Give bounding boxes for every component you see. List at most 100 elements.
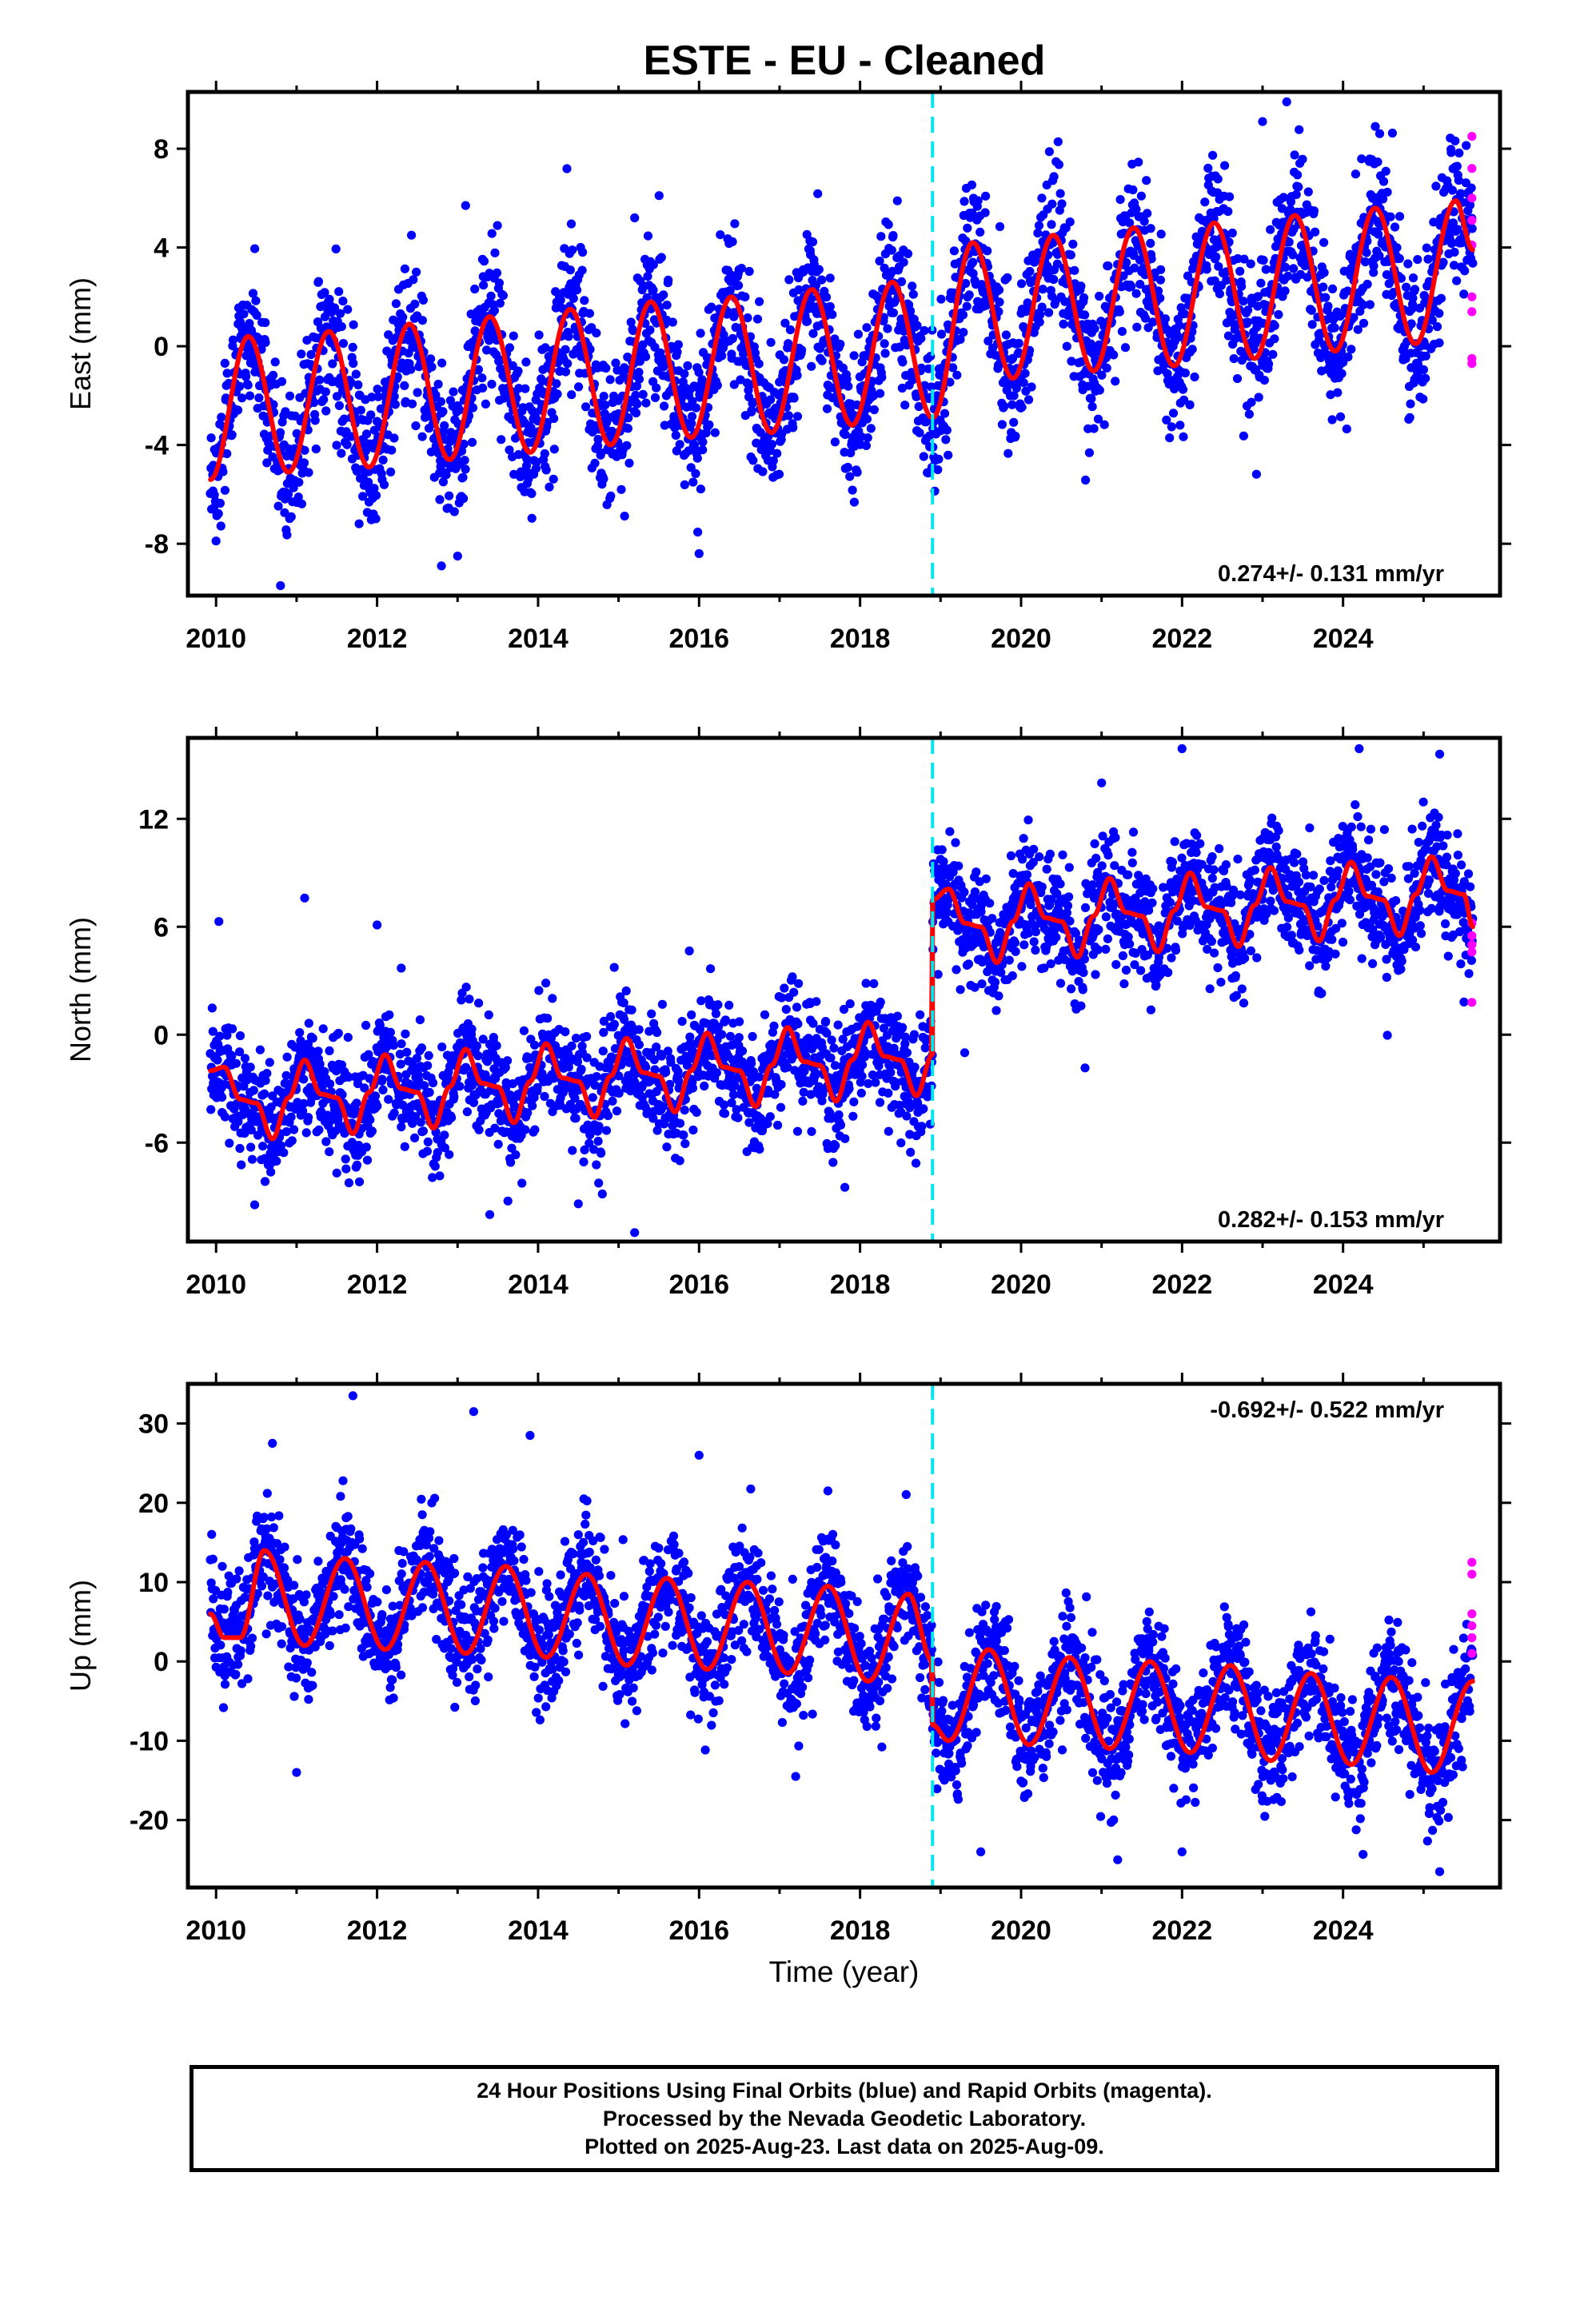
east-data-point	[883, 325, 892, 333]
east-data-point	[1431, 181, 1440, 190]
north-data-point	[469, 1098, 478, 1107]
east-data-point	[1460, 266, 1469, 275]
north-data-point	[528, 1102, 537, 1110]
north-data-point	[309, 1034, 317, 1042]
east-data-point	[1039, 285, 1047, 293]
north-data-point	[517, 1178, 526, 1187]
north-data-point	[334, 1029, 343, 1038]
east-data-point	[622, 441, 631, 450]
north-data-point	[706, 964, 715, 973]
east-data-point	[294, 478, 303, 487]
north-data-point	[916, 1011, 924, 1019]
east-data-point	[1388, 129, 1397, 138]
east-rapid-orbit-point	[1467, 193, 1476, 202]
east-data-point	[803, 317, 812, 325]
north-data-point	[474, 999, 483, 1007]
east-data-point	[565, 332, 573, 341]
north-data-point	[747, 1059, 756, 1068]
north-data-point	[534, 986, 543, 995]
north-data-point	[232, 1059, 241, 1068]
east-data-point	[1453, 161, 1462, 170]
north-data-point	[256, 1046, 265, 1054]
east-data-point	[1017, 279, 1026, 288]
east-data-point	[285, 392, 294, 401]
east-data-point	[880, 339, 889, 348]
east-data-point	[968, 181, 976, 189]
north-data-point	[241, 1054, 249, 1062]
east-data-point	[1446, 148, 1455, 157]
east-data-point	[904, 249, 912, 258]
east-rapid-orbit-point	[1467, 132, 1476, 141]
east-outlier-point	[461, 201, 470, 210]
north-data-point	[735, 1033, 744, 1042]
east-data-point	[373, 385, 382, 393]
north-data-point	[227, 1051, 236, 1060]
north-data-point	[462, 983, 471, 991]
east-data-point	[1009, 418, 1018, 427]
north-data-point	[561, 1027, 569, 1036]
north-data-point	[792, 1003, 801, 1011]
east-outlier-point	[1283, 98, 1291, 106]
north-data-point	[265, 1058, 274, 1066]
east-data-point	[521, 385, 529, 393]
east-data-point	[216, 499, 225, 508]
east-data-point	[624, 459, 633, 468]
east-data-point	[908, 281, 916, 290]
east-data-point	[1308, 320, 1317, 329]
east-x-tick-label: 2014	[508, 624, 569, 654]
north-data-point	[1008, 971, 1017, 980]
north-data-point	[258, 1142, 267, 1150]
east-data-point	[1434, 309, 1443, 317]
east-data-point	[541, 449, 549, 458]
east-data-point	[900, 401, 909, 409]
east-data-point	[287, 512, 296, 521]
east-data-point	[981, 192, 990, 201]
east-data-point	[237, 393, 246, 402]
east-rapid-orbit-point	[1467, 216, 1476, 225]
north-data-point	[225, 1138, 233, 1147]
east-data-point	[449, 388, 457, 397]
north-data-point	[606, 1012, 615, 1021]
north-data-point	[610, 963, 619, 972]
east-data-point	[1132, 289, 1141, 298]
east-data-point	[784, 275, 793, 284]
east-data-point	[440, 421, 449, 430]
east-data-point	[1338, 369, 1347, 378]
east-data-point	[915, 429, 924, 437]
north-data-point	[662, 1142, 671, 1151]
east-data-point	[343, 440, 352, 449]
east-data-point	[1167, 422, 1176, 431]
east-data-point	[487, 380, 496, 389]
east-data-point	[1059, 320, 1067, 329]
north-data-point	[733, 1114, 742, 1122]
north-data-point	[435, 1171, 444, 1180]
east-data-point	[357, 405, 365, 414]
north-data-point	[982, 875, 991, 883]
north-data-point	[506, 1158, 515, 1166]
east-data-point	[1223, 207, 1232, 216]
east-data-point	[566, 265, 575, 274]
east-data-point	[1347, 345, 1355, 353]
east-data-point	[542, 465, 551, 474]
east-data-point	[1137, 192, 1146, 201]
east-data-point	[1044, 308, 1053, 317]
east-data-point	[960, 197, 968, 205]
east-data-point	[651, 393, 660, 402]
east-data-point	[601, 364, 610, 373]
north-data-point	[840, 1183, 849, 1192]
east-data-point	[1049, 275, 1058, 284]
east-data-point	[1115, 308, 1124, 317]
east-data-point	[321, 406, 330, 415]
north-data-point	[679, 1130, 688, 1139]
east-data-point	[527, 489, 536, 498]
north-data-point	[952, 965, 960, 974]
east-data-point	[950, 246, 959, 255]
east-data-point	[641, 399, 650, 408]
east-data-point	[387, 446, 396, 455]
east-outlier-point	[630, 213, 639, 222]
north-data-point	[807, 1127, 816, 1136]
east-data-point	[1362, 249, 1371, 257]
east-data-point	[332, 245, 341, 253]
north-data-point	[437, 1042, 446, 1051]
